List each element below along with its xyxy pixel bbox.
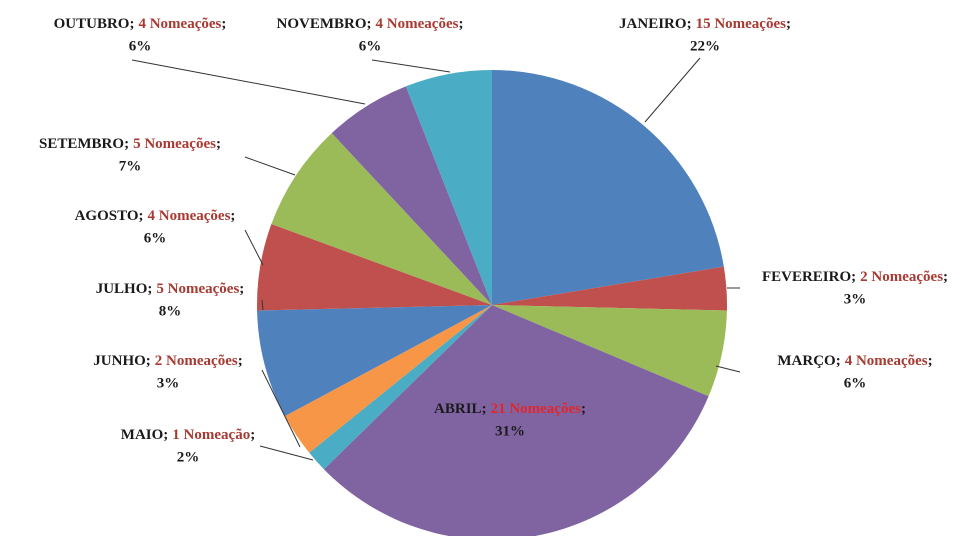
value-label: 4 Nomeações [376,16,459,32]
percent-label: 6% [844,375,867,391]
leader-line [244,229,264,266]
separator: ; [239,281,244,297]
leader-line [259,445,314,461]
data-label: JULHO; 5 Nomeações; [96,281,245,297]
separator: ; [928,353,933,369]
value-label: 2 Nomeações [860,269,943,285]
category-label: JANEIRO [619,16,687,32]
category-label: MARÇO [777,353,835,369]
percent-label: 7% [119,158,142,174]
pie-slice [492,266,727,311]
separator: ; [367,16,372,32]
value-label: 4 Nomeações [138,16,221,32]
category-label: JULHO [96,281,148,297]
value-label: 4 Nomeações [845,353,928,369]
category-label: AGOSTO [75,208,139,224]
percent-label: 6% [144,230,167,246]
separator: ; [139,208,144,224]
pie-slice [492,70,724,305]
pie-slice [323,305,709,536]
leader-line [715,365,741,373]
percent-label: 8% [159,303,182,319]
category-label: FEVEREIRO [762,269,851,285]
leader-line [244,156,296,176]
value-label: 5 Nomeações [133,136,216,152]
category-label: SETEMBRO [39,136,124,152]
pie-slice [271,133,492,305]
separator: ; [238,353,243,369]
value-label: 1 Nomeação [172,427,250,443]
percent-label: 6% [129,38,152,54]
value-label: 4 Nomeações [148,208,231,224]
percent-label: 2% [177,449,200,465]
separator: ; [836,353,841,369]
separator: ; [687,16,692,32]
value-label: 15 Nomeações [696,16,787,32]
separator: ; [124,136,129,152]
percent-label: 31% [495,423,525,439]
separator: ; [581,401,586,417]
leader-line [131,59,366,105]
value-label: 2 Nomeações [155,353,238,369]
pie-slice [331,86,492,305]
data-label: FEVEREIRO; 2 Nomeações; [762,269,948,285]
separator: ; [163,427,168,443]
category-label: JUNHO [93,353,146,369]
data-label: MAIO; 1 Nomeação; [121,427,255,443]
percent-label: 22% [690,38,720,54]
data-label: JUNHO; 2 Nomeações; [93,353,242,369]
category-label: NOVEMBRO [277,16,367,32]
category-label: MAIO [121,427,164,443]
separator: ; [250,427,255,443]
value-label: 21 Nomeações [491,401,582,417]
percent-label: 3% [844,291,867,307]
separator: ; [216,136,221,152]
data-label: NOVEMBRO; 4 Nomeações; [277,16,464,32]
separator: ; [230,208,235,224]
separator: ; [129,16,134,32]
pie-slice [309,305,492,470]
data-label: MARÇO; 4 Nomeações; [777,353,932,369]
separator: ; [943,269,948,285]
separator: ; [851,269,856,285]
separator: ; [147,281,152,297]
pie-slice [257,224,492,311]
data-label: OUTUBRO; 4 Nomeações; [54,16,227,32]
pie-slice [284,305,492,453]
value-label: 5 Nomeações [156,281,239,297]
category-label: ABRIL [434,401,482,417]
separator: ; [482,401,487,417]
pie-slice [257,305,492,417]
leader-line [644,57,701,123]
separator: ; [786,16,791,32]
percent-label: 3% [157,375,180,391]
leader-line [261,299,264,311]
data-label: ABRIL; 21 Nomeações; [434,401,586,417]
data-label: AGOSTO; 4 Nomeações; [75,208,236,224]
category-label: OUTUBRO [54,16,130,32]
leader-line [261,369,301,448]
separator: ; [221,16,226,32]
separator: ; [146,353,151,369]
separator: ; [458,16,463,32]
data-label: SETEMBRO; 5 Nomeações; [39,136,221,152]
percent-label: 6% [359,38,382,54]
leader-line [371,59,451,73]
data-label: JANEIRO; 15 Nomeações; [619,16,791,32]
pie-slice [492,305,727,397]
pie-slice [405,70,492,305]
